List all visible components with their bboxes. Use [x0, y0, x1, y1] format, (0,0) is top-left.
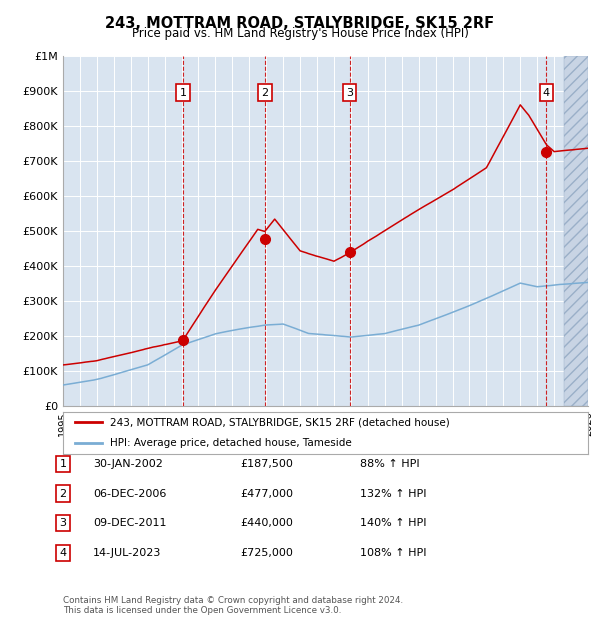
Text: 1: 1 — [59, 459, 67, 469]
Text: 4: 4 — [59, 548, 67, 558]
Text: 2: 2 — [59, 489, 67, 498]
Text: 243, MOTTRAM ROAD, STALYBRIDGE, SK15 2RF (detached house): 243, MOTTRAM ROAD, STALYBRIDGE, SK15 2RF… — [110, 417, 450, 427]
Text: 1: 1 — [179, 87, 187, 97]
Text: 140% ↑ HPI: 140% ↑ HPI — [360, 518, 427, 528]
Text: 06-DEC-2006: 06-DEC-2006 — [93, 489, 166, 498]
Text: £725,000: £725,000 — [240, 548, 293, 558]
Text: 30-JAN-2002: 30-JAN-2002 — [93, 459, 163, 469]
Text: Contains HM Land Registry data © Crown copyright and database right 2024.
This d: Contains HM Land Registry data © Crown c… — [63, 596, 403, 615]
Text: 243, MOTTRAM ROAD, STALYBRIDGE, SK15 2RF: 243, MOTTRAM ROAD, STALYBRIDGE, SK15 2RF — [106, 16, 494, 30]
Text: 3: 3 — [346, 87, 353, 97]
Text: Price paid vs. HM Land Registry's House Price Index (HPI): Price paid vs. HM Land Registry's House … — [131, 27, 469, 40]
Text: £440,000: £440,000 — [240, 518, 293, 528]
Text: 3: 3 — [59, 518, 67, 528]
Text: HPI: Average price, detached house, Tameside: HPI: Average price, detached house, Tame… — [110, 438, 352, 448]
Text: 09-DEC-2011: 09-DEC-2011 — [93, 518, 167, 528]
Text: 2: 2 — [262, 87, 268, 97]
Text: £187,500: £187,500 — [240, 459, 293, 469]
Text: 14-JUL-2023: 14-JUL-2023 — [93, 548, 161, 558]
Text: 4: 4 — [543, 87, 550, 97]
Text: 108% ↑ HPI: 108% ↑ HPI — [360, 548, 427, 558]
Bar — [564, 56, 588, 406]
Text: £477,000: £477,000 — [240, 489, 293, 498]
Text: 88% ↑ HPI: 88% ↑ HPI — [360, 459, 419, 469]
Text: 132% ↑ HPI: 132% ↑ HPI — [360, 489, 427, 498]
